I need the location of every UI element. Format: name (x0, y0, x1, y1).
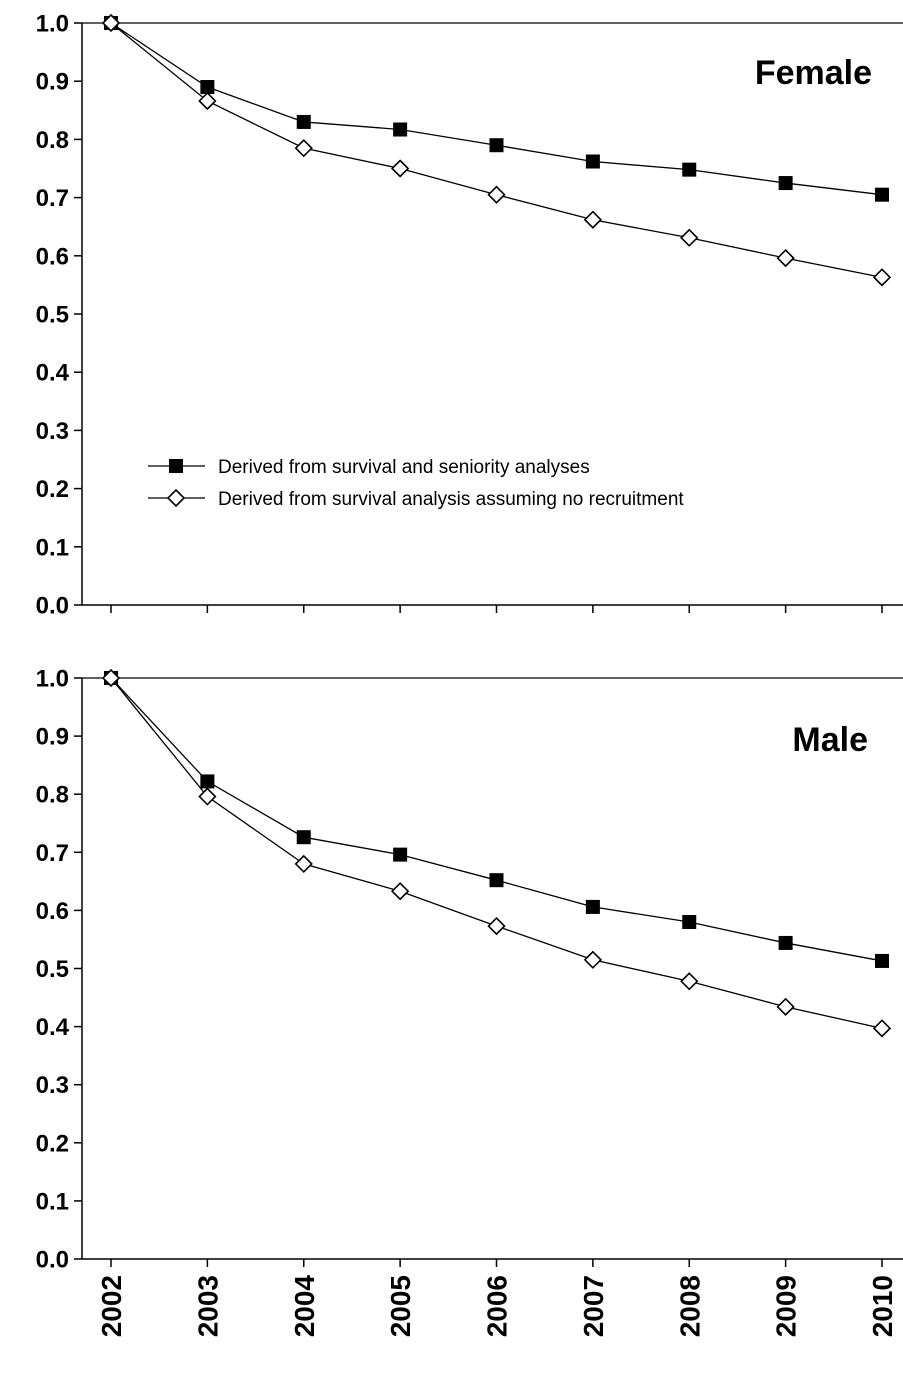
panel-title: Female (755, 54, 872, 92)
panel-female: 0.0 0.1 0.2 0.3 0.4 0.5 0.6 0.7 0.8 0.9 1.0 Female D… (36, 11, 903, 620)
x-tick-label: 2006 (482, 1275, 513, 1337)
x-tick-label: 2005 (385, 1275, 416, 1337)
y-tick-label: 0.0 (36, 593, 69, 620)
y-tick-label: 0.2 (36, 476, 69, 503)
legend-marker-diamond (166, 488, 186, 508)
data-point-diamond (776, 997, 795, 1016)
x-tick-label: 2009 (771, 1275, 802, 1337)
data-point-diamond (198, 91, 217, 111)
data-point-square (585, 899, 600, 914)
x-tick-label: 2007 (578, 1275, 609, 1337)
y-tick-label: 0.9 (36, 724, 69, 751)
x-tick-label: 2004 (289, 1275, 320, 1338)
y-tick-label: 0.1 (36, 1188, 69, 1215)
y-tick-label: 1.0 (36, 11, 69, 38)
y-tick-label: 0.8 (36, 782, 69, 809)
panel-title: Male (792, 721, 868, 759)
series-line-1 (110, 677, 883, 1029)
data-point-diamond (294, 138, 313, 158)
y-tick-label: 0.6 (36, 898, 69, 925)
data-point-square (585, 154, 600, 169)
data-point-diamond (390, 159, 410, 178)
x-tick-label: 2002 (96, 1275, 127, 1337)
data-point-square (393, 122, 408, 137)
x-tick-label: 2010 (867, 1275, 898, 1337)
data-point-square (682, 162, 697, 177)
data-point-square (875, 953, 889, 968)
data-point-diamond (487, 916, 506, 936)
data-point-diamond (872, 268, 892, 287)
data-point-square (200, 80, 215, 95)
data-point-square (778, 176, 793, 191)
data-point-square (875, 187, 889, 202)
y-tick-label: 0.6 (36, 243, 69, 270)
data-point-diamond (680, 972, 699, 991)
data-point-square (296, 114, 311, 129)
y-tick-label: 0.7 (36, 840, 69, 867)
y-tick-label: 0.8 (36, 127, 69, 154)
y-tick-label: 0.3 (36, 418, 69, 445)
legend: Derived from survival and seniority anal… (148, 457, 684, 510)
data-point-square (200, 774, 215, 789)
y-tick-label: 0.5 (36, 302, 69, 329)
data-point-square (682, 915, 697, 930)
series-1-markers (101, 668, 892, 1038)
legend-label: Derived from survival and seniority anal… (218, 457, 590, 478)
data-point-diamond (198, 787, 217, 806)
series-line-0 (110, 22, 883, 196)
data-point-diamond (583, 210, 603, 229)
data-point-square (489, 873, 504, 888)
y-tick-label: 0.7 (36, 185, 69, 212)
data-point-square (778, 935, 793, 950)
y-tick-label: 0.5 (36, 956, 69, 983)
series-1-markers (101, 13, 892, 287)
y-tick-label: 0.2 (36, 1130, 69, 1157)
y-tick-label: 0.4 (36, 360, 70, 387)
x-tick-label: 2003 (192, 1275, 223, 1337)
data-point-diamond (101, 668, 121, 688)
data-point-square (296, 830, 311, 845)
y-tick-label: 0.0 (36, 1247, 69, 1274)
data-point-diamond (583, 950, 603, 969)
data-point-diamond (294, 854, 313, 874)
y-tick-label: 0.1 (36, 534, 69, 561)
legend-label: Derived from survival analysis assuming … (218, 489, 684, 510)
panel-male: 0.0 0.1 0.2 0.3 0.4 0.5 0.6 0.7 0.8 0.9 1.0 Male (36, 666, 903, 1274)
data-point-diamond (776, 248, 795, 268)
y-tick-label: 0.3 (36, 1072, 69, 1099)
y-tick-label: 0.4 (36, 1014, 70, 1041)
data-point-diamond (101, 13, 121, 33)
y-tick-label: 0.9 (36, 69, 69, 96)
data-point-square (489, 138, 504, 153)
x-tick-label: 2008 (674, 1275, 705, 1337)
legend-marker-square (169, 459, 183, 473)
data-point-square (393, 847, 408, 862)
x-axis-tick-labels: 2002 2003 2004 2005 2006 2007 2008 2009 2010 (96, 1275, 898, 1338)
y-tick-label: 1.0 (36, 666, 69, 693)
data-point-diamond (680, 228, 699, 247)
data-point-diamond (390, 882, 410, 901)
data-point-diamond (872, 1019, 892, 1038)
data-point-diamond (487, 185, 506, 204)
